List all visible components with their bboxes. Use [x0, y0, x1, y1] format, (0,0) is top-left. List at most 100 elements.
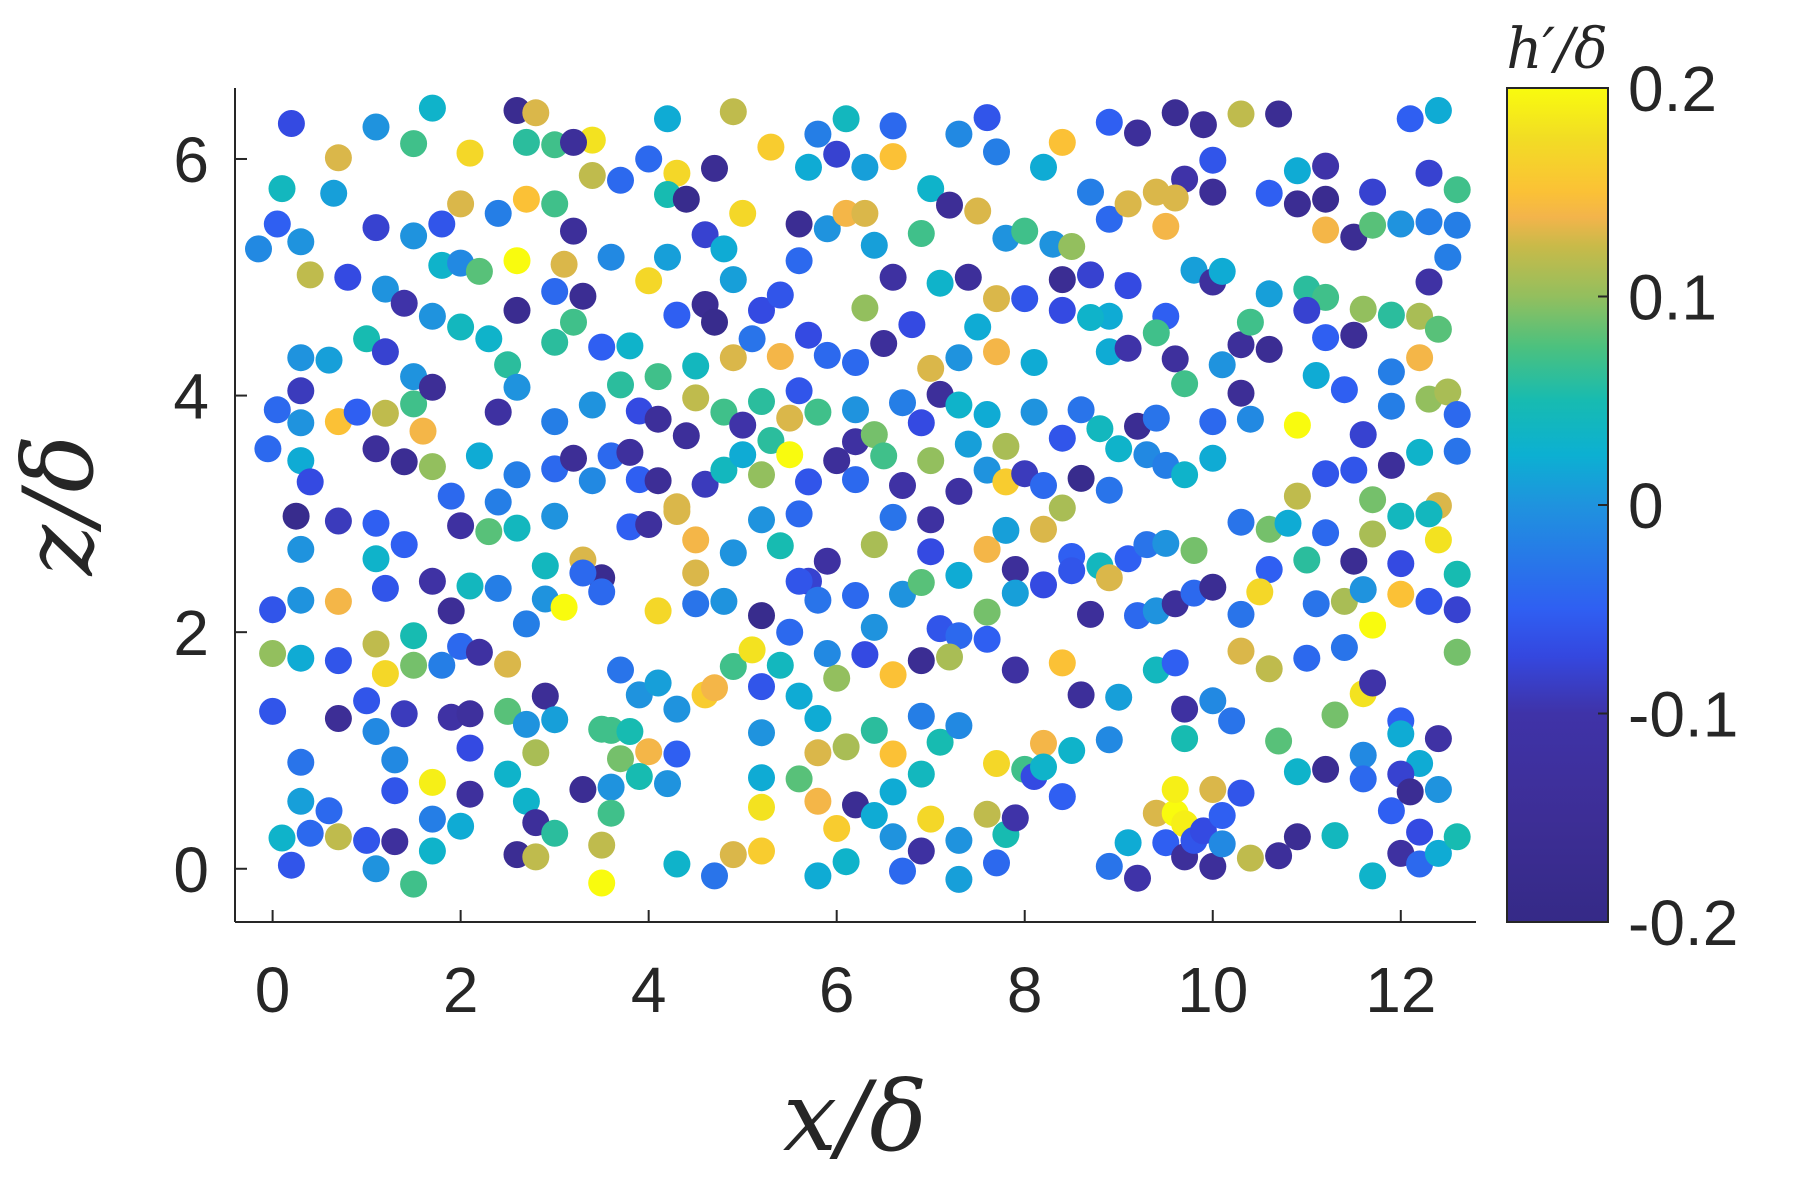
data-point [1265, 100, 1293, 128]
data-point [644, 363, 672, 391]
data-point [400, 651, 428, 679]
data-point [1359, 611, 1387, 639]
data-point [1349, 295, 1377, 323]
data-point [1434, 378, 1462, 406]
data-point [1302, 590, 1330, 618]
data-point [1340, 547, 1368, 575]
data-point [381, 828, 409, 856]
data-point [578, 162, 606, 189]
data-point [1142, 319, 1170, 347]
data-point [503, 247, 531, 275]
data-point [1095, 476, 1123, 504]
data-point [1387, 720, 1415, 748]
data-point [804, 862, 832, 890]
data-point [418, 768, 446, 796]
data-point [1114, 334, 1142, 362]
data-point [1114, 829, 1142, 857]
data-point [1030, 153, 1057, 181]
data-point [983, 338, 1010, 366]
data-point [644, 669, 672, 697]
data-point [785, 500, 813, 528]
data-point [362, 435, 390, 463]
data-point [1255, 179, 1283, 207]
data-point [400, 130, 428, 158]
data-point [1142, 404, 1170, 432]
data-point [973, 104, 1001, 132]
data-point [842, 396, 869, 424]
data-point [954, 263, 982, 291]
x-tick-label: 0 [255, 954, 291, 1026]
data-point [1114, 190, 1142, 218]
data-point [1199, 146, 1227, 174]
data-point [795, 153, 822, 181]
data-point [785, 765, 813, 793]
data-point [512, 610, 540, 638]
data-point [945, 344, 973, 372]
data-point [1406, 344, 1434, 372]
data-point [1095, 205, 1123, 233]
data-point [832, 848, 860, 876]
data-point [578, 391, 606, 419]
data-point [1171, 461, 1199, 489]
data-point [917, 538, 945, 566]
data-point [1001, 804, 1029, 832]
colorbar-tick-label: 0 [1628, 470, 1664, 542]
data-point [541, 190, 569, 218]
data-point [1114, 545, 1142, 573]
data-point [1443, 176, 1471, 204]
data-point [672, 185, 700, 213]
data-point [1208, 257, 1236, 285]
data-point [1208, 802, 1236, 829]
data-point [1030, 753, 1057, 781]
data-point [465, 638, 493, 666]
data-points [245, 94, 1471, 898]
data-point [710, 398, 738, 426]
data-point [616, 438, 644, 466]
data-point [371, 399, 399, 427]
data-point [494, 697, 522, 725]
data-point [738, 636, 766, 664]
data-point [560, 217, 587, 245]
data-point [1048, 128, 1076, 156]
data-point [1283, 823, 1311, 851]
data-point [578, 467, 606, 495]
data-point [1387, 502, 1415, 530]
data-point [1312, 324, 1340, 352]
data-point [1067, 396, 1095, 424]
data-point [1349, 576, 1377, 604]
data-point [635, 145, 663, 173]
data-point [813, 547, 841, 575]
data-point [973, 625, 1001, 653]
data-point [701, 308, 728, 336]
data-point [324, 144, 352, 172]
data-point [484, 488, 512, 516]
data-point [268, 824, 296, 852]
data-point [353, 687, 381, 715]
data-point [1086, 415, 1114, 443]
data-point [879, 143, 907, 171]
data-point [823, 664, 851, 692]
data-point [1077, 600, 1104, 628]
data-point [560, 308, 587, 336]
data-point [447, 812, 475, 840]
data-point [268, 175, 296, 203]
data-point [1048, 494, 1076, 522]
data-point [390, 700, 418, 728]
data-point [1415, 159, 1443, 187]
data-point [324, 705, 352, 732]
data-point [907, 837, 935, 865]
data-point [362, 718, 390, 745]
data-point [907, 647, 935, 675]
data-point [719, 266, 747, 294]
data-point [259, 697, 287, 725]
data-point [907, 760, 935, 788]
data-point [663, 695, 691, 723]
data-point [1077, 304, 1104, 331]
colorbar-ticks: -0.2 -0.1 0 0.1 0.2 [1598, 53, 1738, 959]
data-point [287, 447, 315, 475]
data-point [362, 113, 390, 141]
data-point [371, 275, 399, 303]
x-tick-label: 8 [1007, 954, 1043, 1026]
data-point [541, 706, 569, 734]
data-point [1406, 818, 1434, 846]
